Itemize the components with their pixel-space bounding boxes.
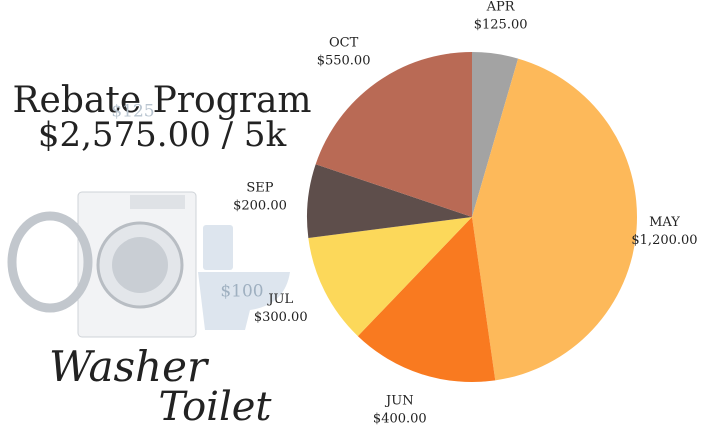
pie-slice [308, 217, 472, 337]
slice-value: $125.00 [474, 18, 528, 33]
subtitle: $2,575.00 / 5k [38, 115, 287, 155]
pie-slice [315, 51, 472, 217]
slice-value: $550.00 [317, 54, 371, 69]
toilet-illustration [198, 225, 290, 330]
slice-value: $1,200.00 [631, 233, 697, 248]
washer-illustration [7, 191, 197, 338]
slice-category: SEP [246, 180, 273, 195]
slice-value: $400.00 [373, 412, 427, 427]
slice-category: JUL [266, 292, 293, 307]
title: Rebate Program [12, 80, 311, 121]
slice-value: $200.00 [233, 198, 287, 213]
pie-slice [306, 164, 472, 238]
toilet-caption: Toilet [159, 384, 273, 430]
slice-category: MAY [649, 215, 680, 230]
toilet-amount: $100 [220, 282, 263, 302]
slice-value: $300.00 [254, 310, 308, 325]
slice-category: JUN [384, 394, 414, 409]
pie-slice [472, 52, 519, 217]
slice-category: APR [486, 0, 516, 15]
washer-caption: Washer [49, 342, 210, 391]
pie-slice [472, 58, 637, 381]
washer-amount: $125 [111, 102, 154, 122]
slice-category: OCT [329, 36, 359, 51]
pie-slice [357, 217, 496, 382]
